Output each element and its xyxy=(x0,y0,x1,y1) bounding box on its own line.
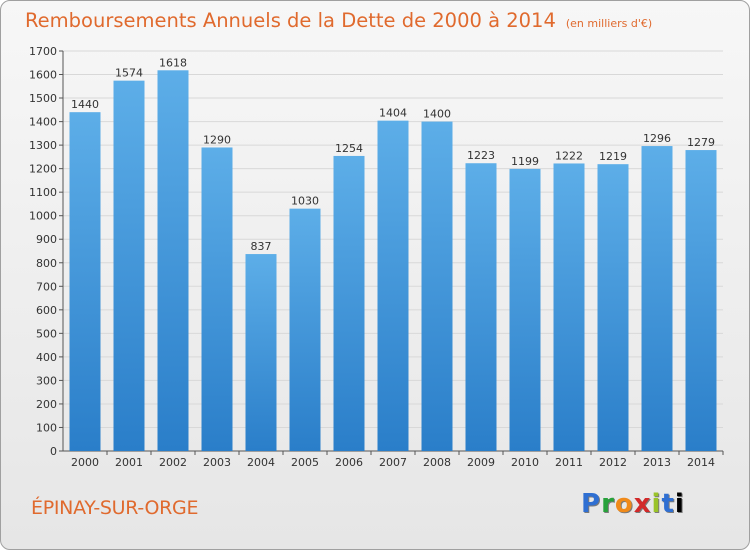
y-tick-label: 100 xyxy=(36,421,57,434)
chart-subtitle: (en milliers d'€) xyxy=(565,17,653,30)
x-tick-label: 2002 xyxy=(159,456,187,469)
y-tick-label: 500 xyxy=(36,327,57,340)
data-label: 837 xyxy=(251,240,272,253)
x-tick-label: 2003 xyxy=(203,456,231,469)
x-tick-label: 2011 xyxy=(555,456,583,469)
bar xyxy=(245,254,277,451)
y-tick-label: 1400 xyxy=(29,116,57,129)
y-tick-label: 1000 xyxy=(29,210,57,223)
data-label: 1400 xyxy=(423,108,451,121)
y-tick-label: 700 xyxy=(36,280,57,293)
data-label: 1290 xyxy=(203,133,231,146)
logo-letter: o xyxy=(614,489,634,519)
logo-letter: t xyxy=(661,489,675,519)
bar xyxy=(597,164,629,452)
bar xyxy=(685,150,717,451)
x-tick-label: 2008 xyxy=(423,456,451,469)
data-labels: 1440 1574 1618 1290 837 1030 1254 1404 1400 1223 1… xyxy=(71,56,715,253)
bars xyxy=(69,70,717,452)
data-label: 1199 xyxy=(511,155,539,168)
y-tick-label: 1500 xyxy=(29,92,57,105)
logo-letter: i xyxy=(651,489,662,519)
x-tick-label: 2009 xyxy=(467,456,495,469)
bar xyxy=(465,163,497,451)
y-tick-label: 1600 xyxy=(29,69,57,82)
bar xyxy=(377,120,409,451)
y-tick-label: 800 xyxy=(36,257,57,270)
y-tick-label: 1100 xyxy=(29,186,57,199)
x-tick-label: 2013 xyxy=(643,456,671,469)
logo-letter: P xyxy=(581,489,602,519)
data-label: 1030 xyxy=(291,195,319,208)
y-tick-label: 1700 xyxy=(29,45,57,58)
x-tick-label: 2004 xyxy=(247,456,275,469)
x-tick-label: 2010 xyxy=(511,456,539,469)
y-tick-label: 1300 xyxy=(29,139,57,152)
bar xyxy=(333,155,365,452)
logo-letter: r xyxy=(601,489,615,519)
bar xyxy=(509,168,541,451)
data-label: 1219 xyxy=(599,150,627,163)
x-tick-label: 2005 xyxy=(291,456,319,469)
logo-letter: x xyxy=(633,489,652,519)
y-tick-label: 1200 xyxy=(29,163,57,176)
y-tick-label: 900 xyxy=(36,233,57,246)
proxiti-logo[interactable]: Proxiti xyxy=(581,489,685,519)
bar xyxy=(553,163,585,451)
logo-letter: i xyxy=(674,489,685,519)
y-tick-label: 600 xyxy=(36,304,57,317)
data-label: 1618 xyxy=(159,56,187,69)
data-label: 1404 xyxy=(379,107,407,120)
city-name: ÉPINAY-SUR-ORGE xyxy=(31,497,199,519)
data-label: 1254 xyxy=(335,142,363,155)
bar xyxy=(201,147,233,451)
data-label: 1222 xyxy=(555,149,583,162)
data-label: 1279 xyxy=(687,136,715,149)
bar xyxy=(289,208,321,451)
bar xyxy=(113,80,145,451)
x-tick-label: 2012 xyxy=(599,456,627,469)
data-label: 1223 xyxy=(467,149,495,162)
bar xyxy=(641,146,673,451)
data-label: 1296 xyxy=(643,132,671,145)
bar xyxy=(157,70,189,451)
x-tick-label: 2001 xyxy=(115,456,143,469)
y-tick-label: 0 xyxy=(50,445,57,458)
x-tick-label: 2006 xyxy=(335,456,363,469)
y-tick-label: 400 xyxy=(36,351,57,364)
y-tick-label: 200 xyxy=(36,398,57,411)
x-tick-label: 2007 xyxy=(379,456,407,469)
y-tick-label: 300 xyxy=(36,374,57,387)
data-label: 1574 xyxy=(115,67,143,80)
bar xyxy=(421,121,453,452)
chart-title-text: Remboursements Annuels de la Dette de 20… xyxy=(25,9,556,32)
data-label: 1440 xyxy=(71,98,99,111)
x-tick-label: 2000 xyxy=(71,456,99,469)
x-tick-label: 2014 xyxy=(687,456,715,469)
chart-title: Remboursements Annuels de la Dette de 20… xyxy=(25,9,652,32)
bar xyxy=(69,112,101,452)
